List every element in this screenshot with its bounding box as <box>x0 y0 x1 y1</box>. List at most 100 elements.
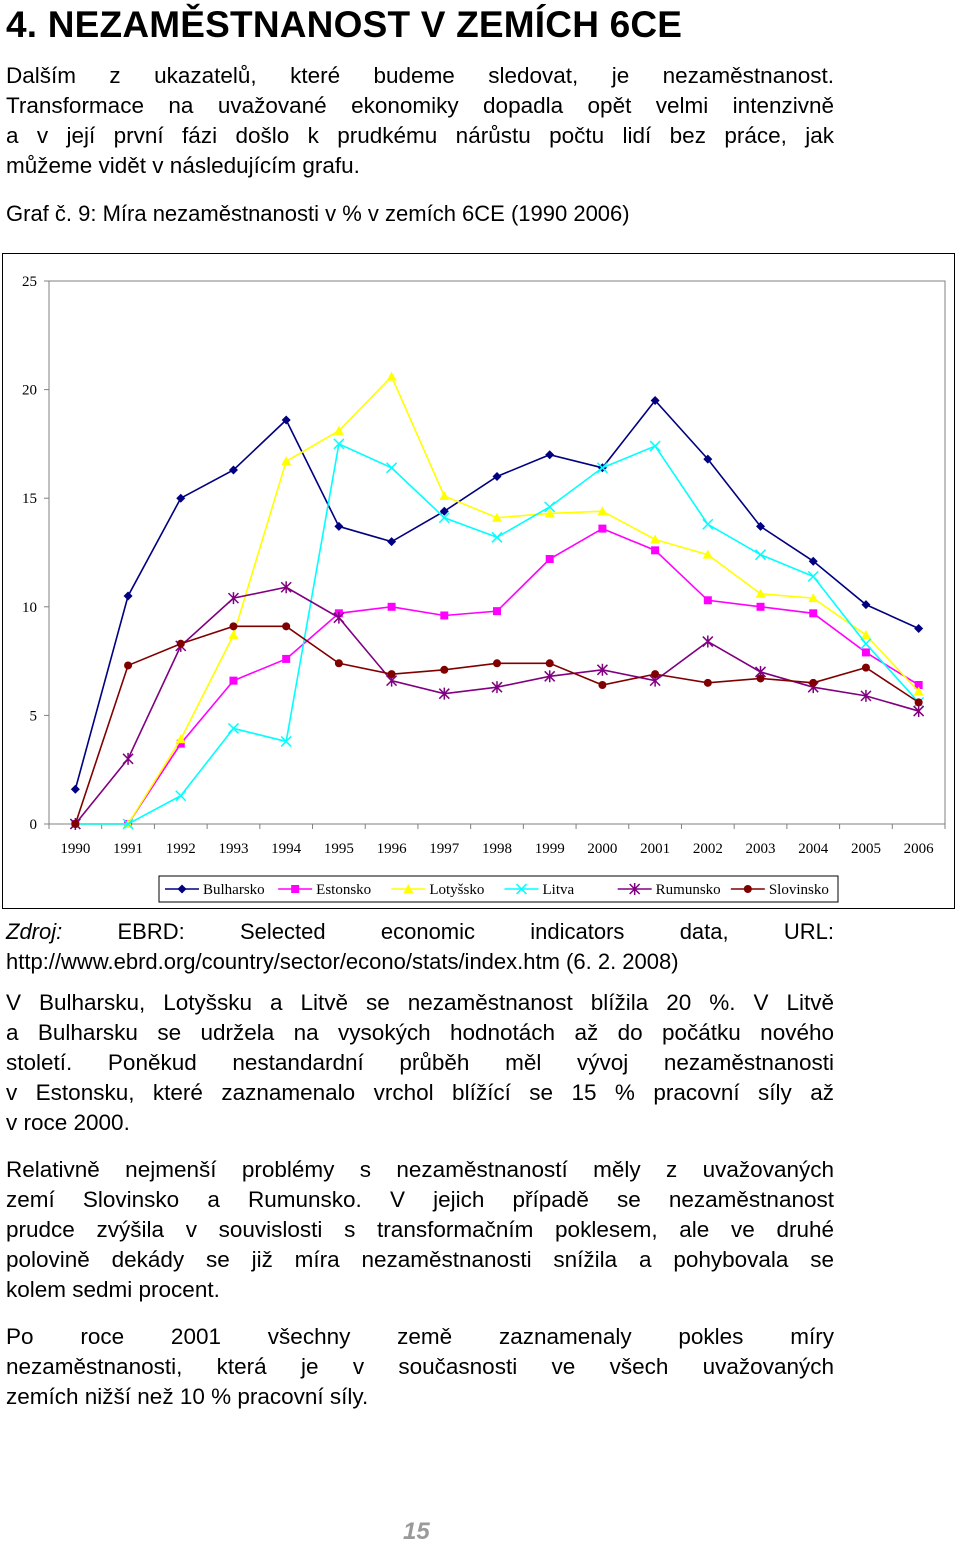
data-point-lotyšsko <box>650 534 661 544</box>
data-point-rumunsko <box>122 752 134 765</box>
series-line-estonsko <box>75 527 920 825</box>
data-point-slovinsko <box>282 622 291 631</box>
data-point-estonsko <box>598 524 607 533</box>
data-point-estonsko <box>651 546 660 555</box>
section-heading: 4. NEZAMĚSTNANOST V ZEMÍCH 6CE <box>6 4 683 45</box>
text-line: v Estonsku, které zaznamenalo vrchol blí… <box>6 1080 834 1105</box>
data-point-estonsko <box>914 680 923 689</box>
data-point-lotyšsko <box>860 630 871 640</box>
series-line-lotyšsko <box>75 375 920 825</box>
data-point-lotyšsko <box>175 734 186 744</box>
text-line: nezaměstnanosti, která je v současnosti … <box>6 1354 834 1379</box>
data-point-litva <box>702 518 714 530</box>
data-point-lotyšsko <box>492 512 502 522</box>
data-point-rumunsko <box>227 592 240 605</box>
data-point-lotyšsko <box>808 593 819 603</box>
data-point-litva <box>333 438 345 450</box>
data-point-slovinsko <box>809 678 818 687</box>
data-point-slovinsko <box>124 661 133 670</box>
data-point-bulharsko <box>334 521 344 531</box>
paragraph-1: V Bulharsku, Lotyšsku a Litvě se nezaměs… <box>6 988 834 1138</box>
data-point-slovinsko <box>334 659 343 668</box>
data-point-bulharsko <box>703 454 713 464</box>
data-point-lotyšsko <box>228 630 239 640</box>
x-tick-label: 2005 <box>851 841 881 857</box>
series-line-litva <box>75 442 920 825</box>
plot-area <box>48 280 946 825</box>
data-point-litva <box>860 638 872 650</box>
text-line: Po roce 2001 všechny země zaznamenaly po… <box>6 1324 834 1349</box>
text-line: zemích nižší než 10 % pracovní síly. <box>6 1384 369 1409</box>
x-tick-label: 2004 <box>798 841 829 857</box>
data-point-bulharsko <box>808 556 818 566</box>
data-point-litva <box>386 462 398 474</box>
x-tick-label: 1992 <box>166 841 196 857</box>
data-point-slovinsko <box>914 698 923 707</box>
text-line: v roce 2000. <box>6 1110 130 1135</box>
y-tick-label: 20 <box>22 383 37 399</box>
data-point-litva <box>754 549 767 561</box>
data-point-rumunsko <box>333 611 345 624</box>
x-tick-label: 1999 <box>535 841 565 857</box>
data-point-estonsko <box>440 611 449 620</box>
data-point-lotyšsko <box>281 456 292 466</box>
y-tick-label: 25 <box>22 274 37 290</box>
y-tick-label: 10 <box>22 600 37 616</box>
paragraph-3: Po roce 2001 všechny země zaznamenaly po… <box>6 1322 834 1412</box>
x-tick-label: 2006 <box>904 841 935 857</box>
data-point-rumunsko <box>280 581 292 594</box>
paragraph-2: Relativně nejmenší problémy s nezaměstna… <box>6 1155 834 1305</box>
text-line: Relativně nejmenší problémy s nezaměstna… <box>6 1157 834 1182</box>
data-point-bulharsko <box>176 493 186 503</box>
text-line: Dalším z ukazatelů, které budeme sledova… <box>6 63 834 88</box>
data-point-estonsko <box>545 555 554 564</box>
x-tick-label: 2001 <box>640 841 670 857</box>
chart-canvas: 0 5 10 15 20 25 1990 1991 1992 1993 1994 1995 1996 19… <box>22 274 946 903</box>
series-line-slovinsko <box>74 625 920 825</box>
data-point-slovinsko <box>440 665 449 674</box>
data-point-legend-lotyšsko <box>403 884 414 893</box>
data-point-lotyšsko <box>702 549 713 559</box>
data-point-slovinsko <box>756 674 765 683</box>
text-line: a Bulharsku se udržela na vysokých hodno… <box>6 1020 834 1045</box>
x-tick-label: 1990 <box>60 841 90 857</box>
data-point-legend-rumunsko <box>629 883 641 895</box>
x-tick-label: 2000 <box>587 841 617 857</box>
data-point-legend-estonsko <box>291 885 300 893</box>
data-point-slovinsko <box>71 820 80 828</box>
data-point-estonsko <box>229 676 238 685</box>
data-point-slovinsko <box>229 622 238 631</box>
x-tick-label: 1996 <box>377 841 408 857</box>
data-point-bulharsko <box>123 591 133 601</box>
data-point-estonsko <box>493 607 501 616</box>
data-point-estonsko <box>809 609 818 618</box>
data-point-bulharsko <box>228 465 238 475</box>
y-tick-label: 0 <box>30 817 38 833</box>
x-tick-label: 1991 <box>113 841 143 857</box>
y-tick-label: 5 <box>30 708 38 724</box>
data-point-litva <box>649 440 661 452</box>
data-point-litva <box>596 462 608 474</box>
data-point-slovinsko <box>703 678 712 687</box>
data-point-estonsko <box>176 739 185 748</box>
data-point-estonsko <box>703 596 712 605</box>
data-point-lotyšsko <box>386 371 397 381</box>
data-point-litva <box>438 512 450 524</box>
data-point-legend-litva <box>515 883 528 895</box>
text-line: a v její první fázi došlo k prudkému nár… <box>6 123 834 148</box>
data-point-bulharsko <box>492 471 502 481</box>
text-line: Transformace na uvažované ekonomiky dopa… <box>6 93 834 118</box>
data-point-rumunsko <box>913 705 925 718</box>
data-point-lotyšsko <box>439 491 450 501</box>
text-line: století. Poněkud nestandardní průběh měl… <box>6 1050 834 1075</box>
data-point-bulharsko <box>281 415 291 425</box>
line-chart: 0 5 10 15 20 25 1990 1991 1992 1993 1994 1995 1996 19… <box>2 253 955 909</box>
data-point-slovinsko <box>861 663 870 672</box>
data-point-slovinsko <box>493 659 501 668</box>
data-point-lotyšsko <box>544 508 555 518</box>
source-note: Zdroj: EBRD: Selected economic indicator… <box>6 917 834 977</box>
text-line: V Bulharsku, Lotyšsku a Litvě se nezaměs… <box>6 990 834 1015</box>
intro-paragraph: Dalším z ukazatelů, které budeme sledova… <box>6 61 834 181</box>
data-point-litva <box>280 735 292 747</box>
data-point-lotyšsko <box>755 588 766 598</box>
